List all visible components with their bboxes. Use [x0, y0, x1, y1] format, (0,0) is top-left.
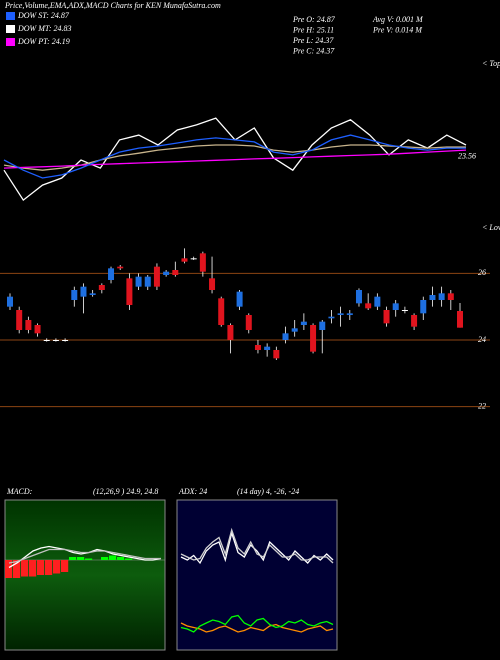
candle-body: [209, 278, 216, 290]
y-tick-label: 22: [478, 401, 486, 410]
line-series: [8, 545, 162, 569]
candle-body: [245, 315, 252, 330]
histogram-bar: [29, 560, 37, 577]
legend-swatch: [6, 12, 15, 20]
candle-body: [199, 253, 206, 272]
histogram-bar: [61, 560, 69, 572]
stat: Pre L: 24.37: [292, 36, 334, 45]
legend-swatch: [6, 25, 15, 33]
lows-label: < Lows: [482, 223, 500, 232]
candle-body: [62, 340, 69, 341]
candle-body: [401, 310, 408, 311]
candle-body: [181, 258, 188, 262]
macd-title: MACD:: [6, 487, 33, 496]
candle-body: [328, 316, 335, 319]
candle-body: [282, 333, 289, 340]
macd-params: (12,26,9 ) 24.9, 24.8: [93, 487, 158, 496]
line-series: [180, 527, 334, 564]
stat: Avg V: 0.001 M: [372, 15, 424, 24]
candle-body: [117, 266, 124, 269]
histogram-bar: [109, 555, 117, 560]
histogram-bar: [21, 560, 29, 577]
candle-body: [218, 298, 225, 325]
candle-body: [172, 270, 179, 275]
candle-body: [457, 311, 463, 328]
y-tick-label: 24: [478, 335, 486, 344]
candle-body: [319, 321, 326, 330]
candle-body: [383, 310, 390, 324]
histogram-bar: [69, 557, 77, 560]
histogram-bar: [117, 557, 125, 560]
candle-body: [420, 300, 427, 314]
candle-body: [438, 293, 445, 300]
candle-body: [374, 296, 381, 307]
legend-label: DOW MT: 24.83: [17, 24, 72, 33]
legend-swatch: [6, 38, 15, 46]
candle-body: [337, 313, 344, 315]
candle-body: [291, 328, 298, 332]
candle-body: [346, 313, 353, 315]
candle-body: [411, 315, 418, 327]
line-series: [180, 622, 334, 633]
candle-body: [264, 346, 271, 350]
candle-body: [365, 303, 372, 309]
histogram-bar: [13, 560, 21, 578]
histogram-bar: [45, 560, 53, 575]
candle-body: [144, 276, 151, 287]
last-value: 23.56: [458, 151, 476, 160]
candle-body: [190, 258, 197, 260]
line-series: [180, 614, 334, 633]
candle-body: [80, 286, 87, 297]
candle-body: [153, 266, 160, 287]
candle-body: [273, 350, 280, 359]
candle-body: [355, 290, 362, 304]
adx-params: (14 day) 4, -26, -24: [237, 487, 299, 496]
adx-title: ADX: 24: [178, 487, 207, 496]
legend-label: DOW ST: 24.87: [17, 11, 70, 20]
candle-body: [429, 295, 436, 300]
histogram-bar: [101, 557, 109, 560]
candle-body: [310, 325, 317, 352]
stat: Pre O: 24.87: [292, 15, 336, 24]
histogram-bar: [53, 560, 61, 574]
candle-body: [392, 303, 399, 310]
candle-body: [98, 285, 105, 290]
histogram-bar: [85, 558, 93, 560]
candle-body: [126, 278, 133, 305]
candle-body: [236, 291, 243, 307]
candle-body: [71, 290, 78, 300]
candle-body: [300, 321, 307, 325]
line-series: [3, 134, 466, 179]
tops-label: < Tops: [482, 59, 500, 68]
stat: Pre V: 0.014 M: [372, 25, 423, 34]
line-series: [180, 530, 334, 565]
candle-body: [135, 276, 142, 287]
candle-body: [52, 340, 59, 341]
line-series: [8, 548, 161, 564]
candle-body: [89, 293, 96, 295]
candle-body: [16, 310, 23, 330]
histogram-bar: [37, 560, 45, 575]
candle-body: [108, 268, 115, 280]
candle-body: [227, 325, 234, 340]
page-title: Price,Volume,EMA,ADX,MACD Charts for KEN…: [4, 1, 221, 10]
candle-body: [447, 293, 454, 300]
y-tick-label: 26: [478, 268, 486, 277]
legend-label: DOW PT: 24.19: [17, 37, 70, 46]
histogram-bar: [5, 560, 13, 578]
stat: Pre C: 24.37: [292, 46, 335, 55]
histogram-bar: [125, 558, 133, 560]
candle-body: [254, 345, 261, 350]
stat: Pre H: 25.11: [292, 25, 334, 34]
histogram-bar: [77, 557, 85, 560]
candle-body: [34, 325, 41, 334]
line-series: [3, 149, 467, 169]
candle-body: [25, 320, 32, 330]
candle-body: [163, 271, 170, 275]
candle-body: [7, 296, 13, 307]
candle-body: [43, 340, 50, 341]
